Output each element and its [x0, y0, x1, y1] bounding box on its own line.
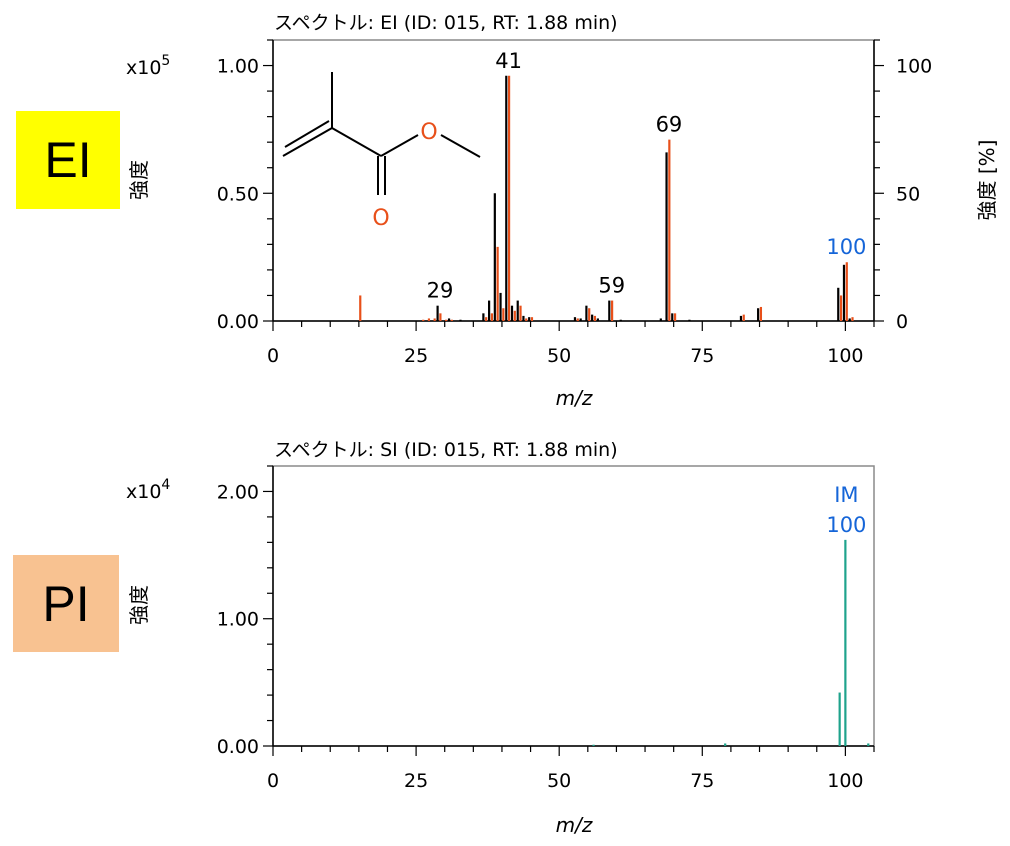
- ei-chart: 0 25 50 75 100 0.00 0.50 1.00 0 50 100 29 41 59 69 100: [217, 39, 932, 367]
- ester-oxygen-label: O: [420, 120, 437, 145]
- ei-plot-frame: [272, 39, 875, 322]
- si-peak-label: 100: [826, 513, 866, 537]
- molecule-structure: [282, 72, 481, 195]
- ei-peak-label: 59: [598, 274, 625, 298]
- ei-badge-label: EI: [44, 132, 92, 188]
- ei-y2-axis-title: 強度 [%]: [975, 140, 999, 221]
- ei-y2-tick-label: 0: [896, 311, 908, 333]
- ei-y2-tick-label: 100: [896, 56, 932, 78]
- ei-badge: EI: [16, 111, 120, 209]
- ei-y2-tick-label: 50: [896, 183, 920, 205]
- ei-y-tick-label: 1.00: [217, 56, 259, 78]
- ei-peak-label: 69: [656, 113, 683, 137]
- si-x-tick-label: 0: [267, 770, 279, 792]
- si-y-multiplier-exponent: 4: [161, 477, 170, 493]
- si-y-multiplier: x104: [126, 477, 170, 503]
- si-y-multiplier-base: x10: [126, 481, 161, 503]
- ei-peak-label: 100: [826, 235, 866, 259]
- si-y-tick-label: 0.00: [217, 736, 259, 758]
- pi-badge: PI: [13, 555, 119, 652]
- ei-y-axis-title: 強度: [127, 160, 151, 200]
- ei-y-multiplier-exponent: 5: [161, 53, 170, 69]
- si-x-axis-title: m/z: [556, 813, 593, 837]
- si-x-tick-label: 75: [690, 770, 714, 792]
- ei-peak-label: 29: [427, 279, 454, 303]
- si-chart-title: スペクトル: SI (ID: 015, RT: 1.88 min): [274, 439, 618, 461]
- bond-double-2: [284, 120, 330, 148]
- bond-c-o-ester: [380, 134, 419, 157]
- ei-x-tick-label: 50: [547, 345, 571, 367]
- ei-x-tick-label: 100: [827, 345, 863, 367]
- bond-double-1: [282, 127, 333, 157]
- ei-y-multiplier: x105: [126, 53, 170, 79]
- si-y-tick-label: 2.00: [217, 481, 259, 503]
- si-chart: 0 25 50 75 100 0.00 1.00 2.00 IM 100: [217, 465, 875, 792]
- ei-x-tick-label: 75: [690, 345, 714, 367]
- si-y-axis-title: 強度: [127, 585, 151, 625]
- bond-c-carbonyl: [331, 127, 382, 157]
- si-y-tick-label: 1.00: [217, 609, 259, 631]
- ei-peak-label: 41: [495, 49, 522, 73]
- pi-badge-label: PI: [42, 575, 90, 632]
- ei-y-tick-label: 0.50: [217, 183, 259, 205]
- ei-x-tick-label: 0: [267, 345, 279, 367]
- ei-x-tick-label: 25: [404, 345, 428, 367]
- si-peak-label: IM: [834, 483, 858, 507]
- ei-chart-title: スペクトル: EI (ID: 015, RT: 1.88 min): [274, 12, 618, 34]
- bond-o-methyl: [440, 134, 481, 158]
- si-plot-frame: [272, 465, 875, 747]
- si-x-tick-label: 100: [827, 770, 863, 792]
- si-x-tick-label: 25: [404, 770, 428, 792]
- carbonyl-oxygen-label: O: [372, 206, 389, 231]
- ei-x-axis-title: m/z: [556, 386, 593, 410]
- ei-y-multiplier-base: x10: [126, 57, 161, 79]
- ei-y-tick-label: 0.00: [217, 311, 259, 333]
- si-x-tick-label: 50: [547, 770, 571, 792]
